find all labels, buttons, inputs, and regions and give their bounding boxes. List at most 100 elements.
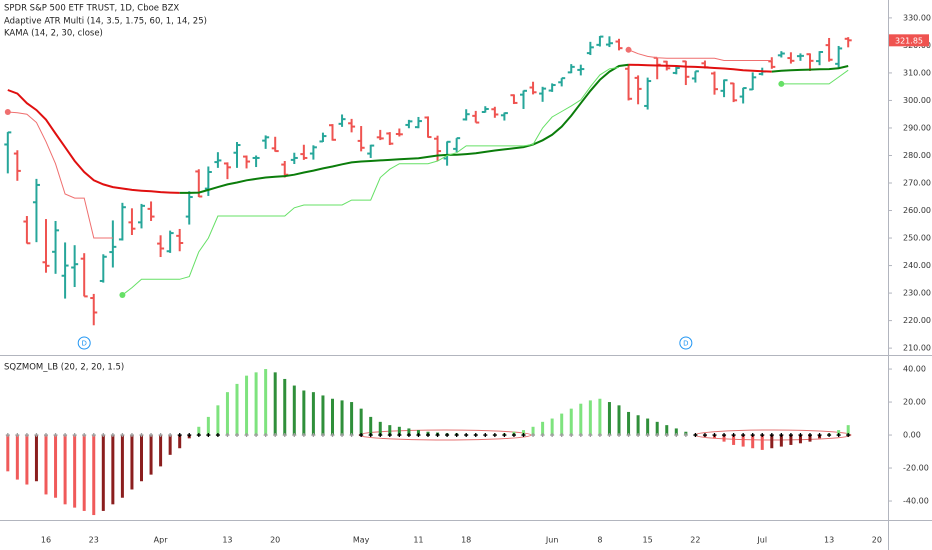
squeeze-dot (483, 433, 488, 438)
ohlc-bar (806, 53, 814, 71)
squeeze-dot (617, 433, 621, 438)
squeeze-dot (120, 433, 125, 438)
ohlc-bar (816, 51, 824, 66)
squeeze-dot (531, 433, 536, 438)
squeeze-dot (292, 433, 297, 438)
ohlc-bar (615, 38, 623, 51)
momentum-bar (302, 390, 306, 436)
squeeze-dot (569, 433, 574, 438)
y-tick-label: 230.00 (903, 289, 931, 298)
squeeze-dot (521, 433, 526, 438)
ohlc-bar (166, 230, 174, 253)
squeeze-dot (416, 433, 421, 438)
momentum-bar (569, 408, 573, 436)
y-tick-label: -40.00 (903, 497, 929, 506)
drawn-ellipse (358, 429, 532, 441)
momentum-bar (531, 426, 535, 436)
squeeze-dot (750, 433, 755, 438)
x-tick-label: 15 (643, 536, 653, 545)
x-tick-label: 13 (824, 536, 834, 545)
y-tick-label: 290.00 (903, 123, 931, 132)
squeeze-dot (473, 433, 478, 438)
momentum-bar (369, 416, 373, 436)
squeeze-dot (91, 433, 96, 438)
x-tick-label: Jun (545, 536, 559, 545)
momentum-bar (665, 425, 669, 436)
ohlc-bar (586, 41, 594, 56)
panel-title: SQZMOM_LB (20, 2, 20, 1.5) (4, 363, 124, 373)
momentum-bar (837, 430, 841, 436)
squeeze-dot (827, 433, 832, 438)
squeeze-dot (387, 433, 392, 438)
atr-stop-up-start-dot (778, 80, 785, 87)
squeeze-dot (722, 433, 727, 438)
momentum-bar (779, 435, 783, 447)
kama-line (628, 63, 772, 73)
atr-stop-up (781, 69, 849, 85)
ohlc-bar (376, 129, 384, 141)
y-tick-label: 40.00 (903, 365, 926, 374)
y-tick-label: 0.00 (903, 431, 921, 440)
ohlc-bar (777, 51, 785, 58)
momentum-bar (741, 435, 745, 447)
momentum-bar (350, 402, 354, 436)
squeeze-dot (168, 433, 173, 438)
squeeze-dot (139, 433, 144, 438)
x-tick-label: 22 (690, 536, 700, 545)
momentum-bar (63, 435, 67, 505)
momentum-bar (82, 435, 86, 511)
ohlc-bar (787, 52, 795, 64)
indicator-label: KAMA (14, 2, 30, close) (4, 29, 103, 39)
squeeze-dot (82, 433, 87, 438)
squeeze-dot (445, 433, 450, 438)
atr-stop-up (122, 66, 620, 296)
ohlc-bar (367, 144, 375, 158)
momentum-bar (378, 421, 382, 436)
squeeze-dot (702, 433, 707, 438)
ohlc-bar (271, 136, 279, 153)
ohlc-bar (491, 106, 499, 118)
ohlc-bar (176, 228, 184, 252)
squeeze-dot (34, 433, 39, 438)
momentum-bar (846, 425, 850, 436)
squeeze-dot (24, 433, 29, 438)
y-tick-label: 310.00 (903, 68, 931, 77)
momentum-bar (206, 416, 210, 436)
squeeze-dot (311, 433, 316, 438)
squeeze-dot (349, 433, 354, 438)
momentum-bar (216, 405, 220, 436)
squeeze-dot (626, 433, 631, 438)
squeeze-dot (664, 433, 669, 438)
ohlc-bar (424, 116, 432, 139)
ohlc-bar (567, 64, 575, 74)
squeeze-dot (215, 433, 220, 438)
momentum-bar (245, 375, 249, 436)
squeeze-dot (263, 433, 268, 438)
ohlc-bar (625, 65, 633, 101)
momentum-bar (798, 435, 802, 444)
momentum-bar (646, 418, 650, 436)
squeeze-dot (340, 433, 345, 438)
squeeze-dot (254, 433, 259, 438)
momentum-bar (541, 421, 545, 436)
ohlc-bar (329, 124, 336, 141)
momentum-bar (722, 435, 726, 442)
ohlc-bar (577, 64, 585, 76)
squeeze-dot (426, 433, 430, 438)
squeeze-dot (769, 433, 774, 438)
momentum-bar (273, 372, 277, 436)
chart-title: SPDR S&P 500 ETF TRUST, 1D, Cboe BZX (4, 4, 179, 14)
ohlc-bar (157, 235, 165, 258)
squeeze-dot (206, 433, 211, 438)
momentum-bar (751, 435, 755, 449)
ohlc-bar (768, 57, 776, 69)
y-tick-label: 210.00 (903, 344, 931, 353)
squeeze-dot (597, 433, 602, 438)
momentum-bar (388, 425, 392, 436)
ohlc-bar (405, 119, 413, 129)
dividend-marker (679, 336, 693, 350)
ohlc-bar (730, 82, 738, 103)
momentum-bar (149, 435, 153, 475)
ohlc-bar (462, 109, 470, 121)
